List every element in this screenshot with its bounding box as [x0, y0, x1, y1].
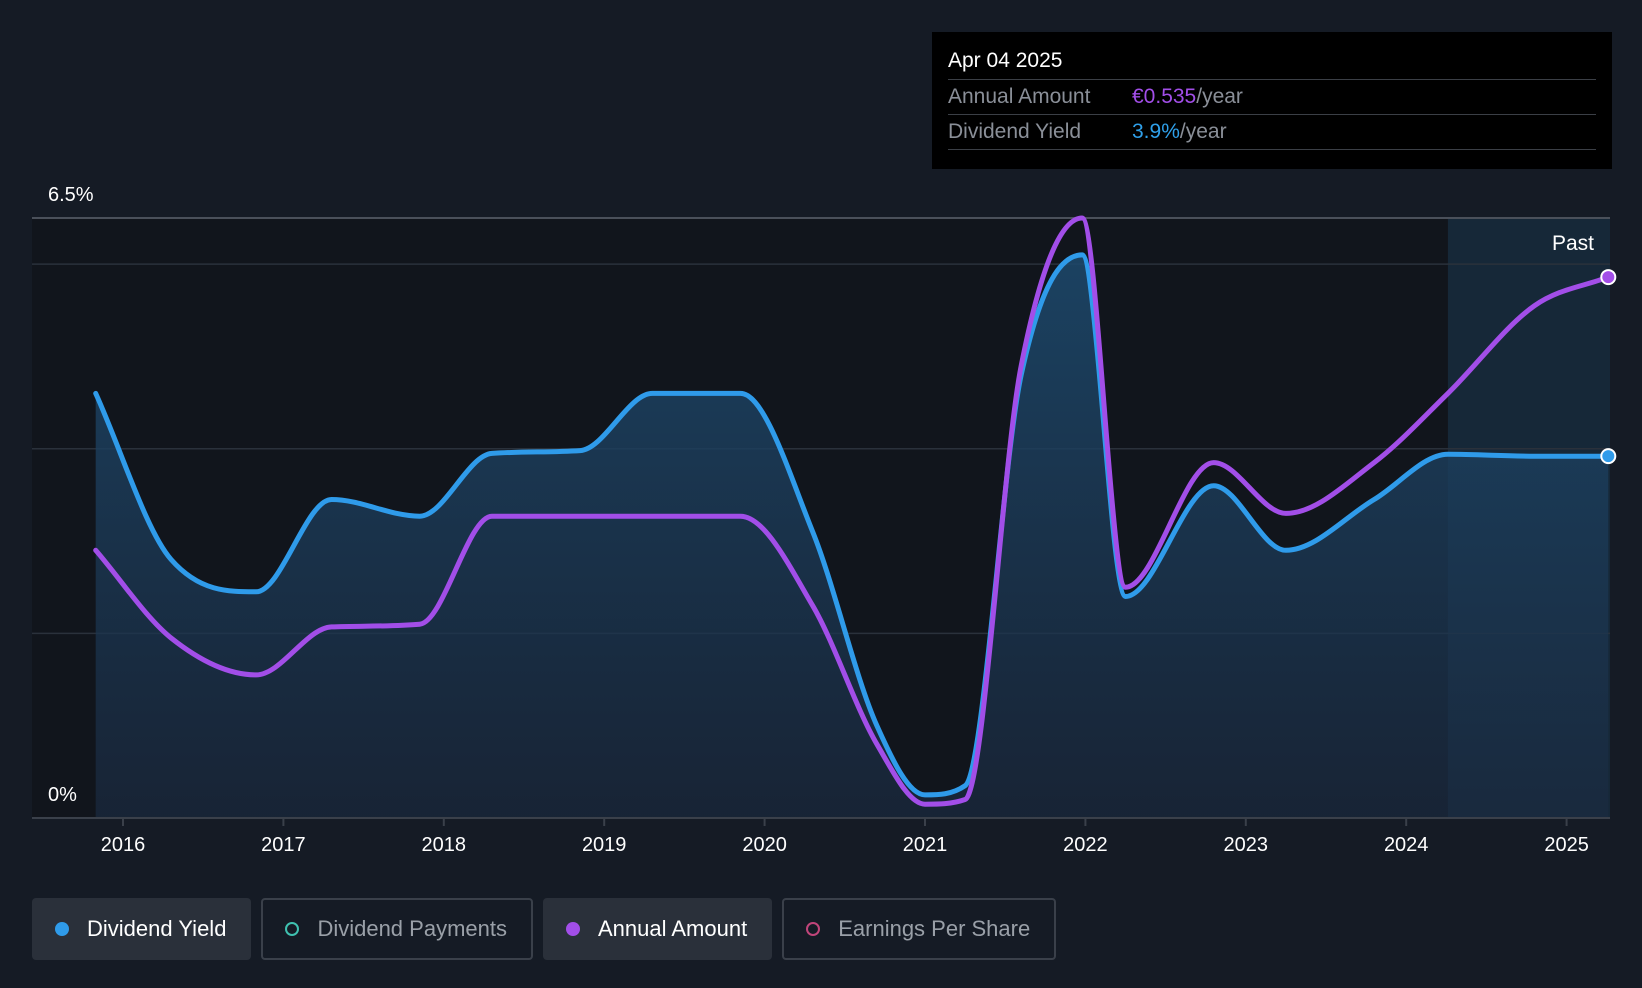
legend-earnings-per-share-button[interactable]: Earnings Per Share — [782, 898, 1057, 960]
x-tick-label: 2017 — [261, 834, 306, 856]
tooltip-dividend-yield-label: Dividend Yield — [948, 120, 1082, 143]
tooltip-annual-amount-row: Annual Amount €0.535 /year — [948, 79, 1596, 114]
x-tick-label: 2016 — [101, 834, 146, 856]
dividend-payments-ring-icon — [285, 922, 300, 936]
legend-label: Dividend Payments — [317, 916, 507, 941]
y-axis-bottom-label: 0% — [48, 784, 77, 806]
tooltip-dividend-yield-unit: /year — [1179, 120, 1227, 143]
x-tick-label: 2023 — [1224, 834, 1269, 856]
tooltip-dividend-yield-row: Dividend Yield 3.9% /year — [948, 114, 1596, 150]
y-axis-top-label: 6.5% — [48, 184, 94, 206]
x-tick-label: 2021 — [903, 834, 948, 856]
x-tick-label: 2022 — [1063, 834, 1108, 856]
annual-amount-dot-icon — [565, 922, 580, 936]
annual-amount-end-marker — [1600, 269, 1617, 286]
tooltip-annual-amount-value: €0.535 — [1132, 85, 1197, 108]
x-tick-label: 2020 — [742, 834, 787, 856]
legend-label: Earnings Per Share — [838, 916, 1031, 941]
x-tick-label: 2018 — [422, 834, 467, 856]
x-tick-label: 2025 — [1544, 834, 1589, 856]
past-label: Past — [1552, 232, 1594, 255]
legend-label: Annual Amount — [597, 916, 748, 941]
legend-annual-amount-button[interactable]: Annual Amount — [542, 898, 773, 960]
dividend-yield-end-marker — [1600, 448, 1617, 465]
x-tick-label: 2024 — [1384, 834, 1429, 856]
legend-dividend-yield-button[interactable]: Dividend Yield — [32, 898, 252, 960]
dividend-yield-line — [93, 252, 1611, 798]
tooltip-annual-amount-unit: /year — [1196, 85, 1243, 108]
x-tick-label: 2019 — [582, 834, 627, 856]
dividend-yield-area — [95, 254, 1609, 818]
tooltip-dividend-yield-value: 3.9% — [1132, 120, 1180, 143]
dividend-yield-dot-icon — [55, 922, 69, 936]
legend: Dividend Yield Dividend Payments Annual … — [32, 898, 1057, 960]
tooltip: Apr 04 2025 Annual Amount €0.535 /year D… — [932, 32, 1612, 169]
legend-dividend-payments-button[interactable]: Dividend Payments — [261, 898, 533, 960]
earnings-per-share-ring-icon — [806, 922, 821, 936]
legend-label: Dividend Yield — [87, 916, 227, 941]
tooltip-annual-amount-label: Annual Amount — [948, 85, 1091, 108]
annual-amount-line — [93, 215, 1611, 807]
tooltip-date: Apr 04 2025 — [948, 49, 1063, 72]
